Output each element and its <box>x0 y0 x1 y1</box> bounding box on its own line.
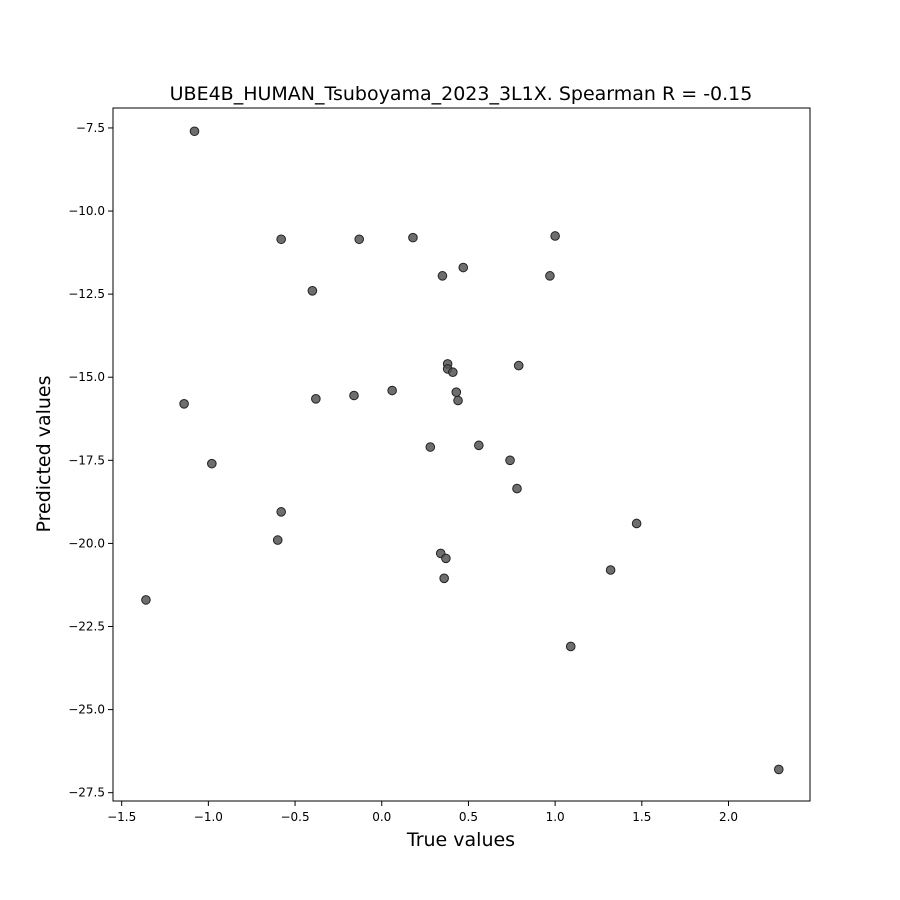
x-tick-label: 1.5 <box>632 810 651 824</box>
data-point <box>425 442 436 452</box>
data-point <box>441 553 451 564</box>
plot-frame <box>112 107 811 802</box>
data-point <box>349 390 359 401</box>
y-tick-label: −27.5 <box>68 786 105 800</box>
data-point <box>276 234 286 245</box>
data-point <box>605 565 616 575</box>
data-point <box>565 641 576 652</box>
data-point <box>513 360 524 371</box>
data-point <box>550 231 560 241</box>
x-tick-label: −1.5 <box>107 810 136 824</box>
data-point <box>141 595 151 605</box>
x-ticks: −1.5 −1.0 −0.5 0.0 0.5 1.0 1.5 2.0 <box>107 801 738 824</box>
y-tick-label: −20.0 <box>68 536 105 550</box>
data-point <box>474 440 484 451</box>
data-point <box>311 394 321 404</box>
data-point <box>631 518 642 529</box>
y-tick-label: −22.5 <box>68 620 105 634</box>
data-point <box>189 126 200 137</box>
y-tick-label: −12.5 <box>68 287 105 301</box>
data-point <box>451 387 462 397</box>
data-point <box>354 234 365 245</box>
x-tick-label: −0.5 <box>280 810 309 824</box>
y-axis-title: Predicted values <box>33 375 55 532</box>
data-point <box>505 455 515 466</box>
data-point <box>408 232 418 243</box>
data-point <box>453 395 463 406</box>
data-point <box>448 367 458 378</box>
data-point <box>458 262 469 273</box>
data-point <box>179 399 189 409</box>
x-tick-label: 2.0 <box>719 810 738 824</box>
y-tick-label: −25.0 <box>68 703 105 717</box>
x-tick-label: 1.0 <box>546 810 565 824</box>
y-tick-label: −17.5 <box>68 453 105 467</box>
data-point <box>207 458 217 469</box>
y-ticks: −27.5 −25.0 −22.5 −20.0 −17.5 −15.0 −12.5 −10.0… <box>68 121 113 800</box>
data-points <box>141 126 784 775</box>
chart-title: UBE4B_HUMAN_Tsuboyama_2023_3L1X. Spearma… <box>170 83 753 105</box>
x-axis-title: True values <box>406 829 515 851</box>
y-tick-label: −7.5 <box>76 121 105 135</box>
data-point <box>307 286 318 296</box>
data-point <box>439 573 449 584</box>
data-point <box>545 271 555 281</box>
data-point <box>773 764 784 775</box>
data-point <box>272 535 283 545</box>
y-tick-label: −15.0 <box>68 370 105 384</box>
data-point <box>387 385 397 396</box>
data-point <box>437 271 448 281</box>
x-tick-label: 0.0 <box>372 810 391 824</box>
y-tick-label: −10.0 <box>68 204 105 218</box>
data-point <box>276 507 286 517</box>
x-tick-label: −1.0 <box>194 810 223 824</box>
x-tick-label: 0.5 <box>459 810 478 824</box>
data-point <box>512 483 522 494</box>
